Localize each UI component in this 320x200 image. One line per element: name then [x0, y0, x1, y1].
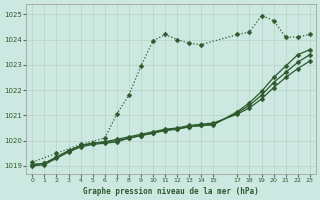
- X-axis label: Graphe pression niveau de la mer (hPa): Graphe pression niveau de la mer (hPa): [83, 187, 259, 196]
